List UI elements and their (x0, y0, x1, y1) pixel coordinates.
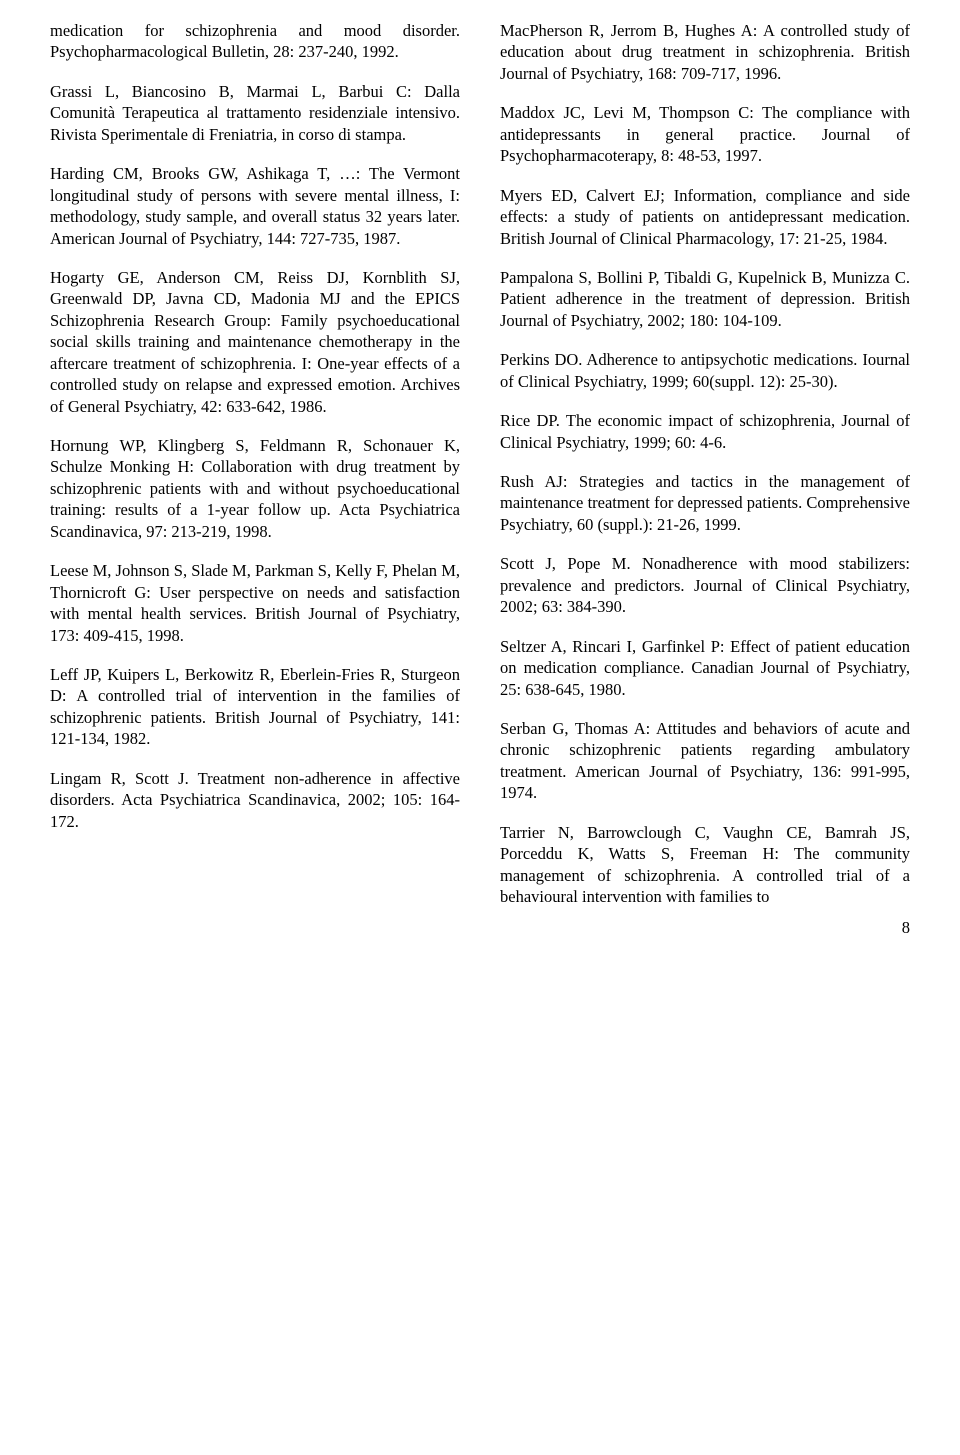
reference-item: Pampalona S, Bollini P, Tibaldi G, Kupel… (500, 267, 910, 331)
reference-item: Seltzer A, Rincari I, Garfinkel P: Effec… (500, 636, 910, 700)
reference-item: Myers ED, Calvert EJ; Information, compl… (500, 185, 910, 249)
reference-item: Rush AJ: Strategies and tactics in the m… (500, 471, 910, 535)
page-number: 8 (50, 917, 910, 938)
reference-item: Grassi L, Biancosino B, Marmai L, Barbui… (50, 81, 460, 145)
reference-item: Maddox JC, Levi M, Thompson C: The compl… (500, 102, 910, 166)
reference-item: Lingam R, Scott J. Treatment non-adheren… (50, 768, 460, 832)
reference-item: MacPherson R, Jerrom B, Hughes A: A cont… (500, 20, 910, 84)
reference-item: Hogarty GE, Anderson CM, Reiss DJ, Kornb… (50, 267, 460, 417)
reference-item: Scott J, Pope M. Nonadherence with mood … (500, 553, 910, 617)
reference-item: Hornung WP, Klingberg S, Feldmann R, Sch… (50, 435, 460, 542)
reference-item: medication for schizophrenia and mood di… (50, 20, 460, 63)
reference-item: Rice DP. The economic impact of schizoph… (500, 410, 910, 453)
references-page: medication for schizophrenia and mood di… (50, 20, 910, 907)
reference-item: Tarrier N, Barrowclough C, Vaughn CE, Ba… (500, 822, 910, 908)
reference-item: Leff JP, Kuipers L, Berkowitz R, Eberlei… (50, 664, 460, 750)
reference-item: Leese M, Johnson S, Slade M, Parkman S, … (50, 560, 460, 646)
reference-item: Serban G, Thomas A: Attitudes and behavi… (500, 718, 910, 804)
reference-item: Perkins DO. Adherence to antipsychotic m… (500, 349, 910, 392)
reference-item: Harding CM, Brooks GW, Ashikaga T, …: Th… (50, 163, 460, 249)
